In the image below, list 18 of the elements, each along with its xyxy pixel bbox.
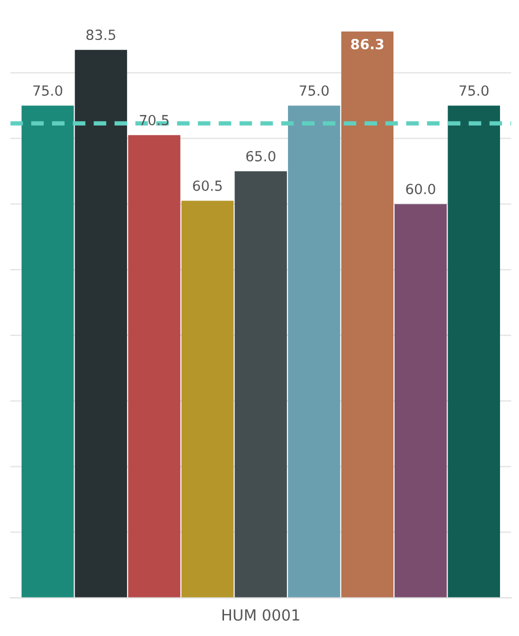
data-label: 75.0	[33, 85, 62, 96]
data-label: 65.0	[246, 150, 276, 162]
bar	[448, 106, 500, 598]
bar	[288, 106, 340, 598]
bar	[341, 31, 394, 598]
bar	[234, 171, 287, 598]
bar	[74, 50, 128, 598]
data-label: 60.5	[193, 180, 222, 191]
data-label: 75.0	[460, 85, 488, 96]
bar	[394, 204, 447, 598]
data-label: 60.0	[406, 184, 436, 194]
bar	[22, 106, 74, 598]
data-label: 83.5	[86, 30, 116, 40]
bar	[128, 135, 180, 598]
x-axis-title: HUM 0001	[222, 609, 300, 621]
data-label: 86.3	[351, 38, 384, 50]
data-label: 75.0	[300, 85, 329, 96]
bar	[181, 200, 234, 598]
